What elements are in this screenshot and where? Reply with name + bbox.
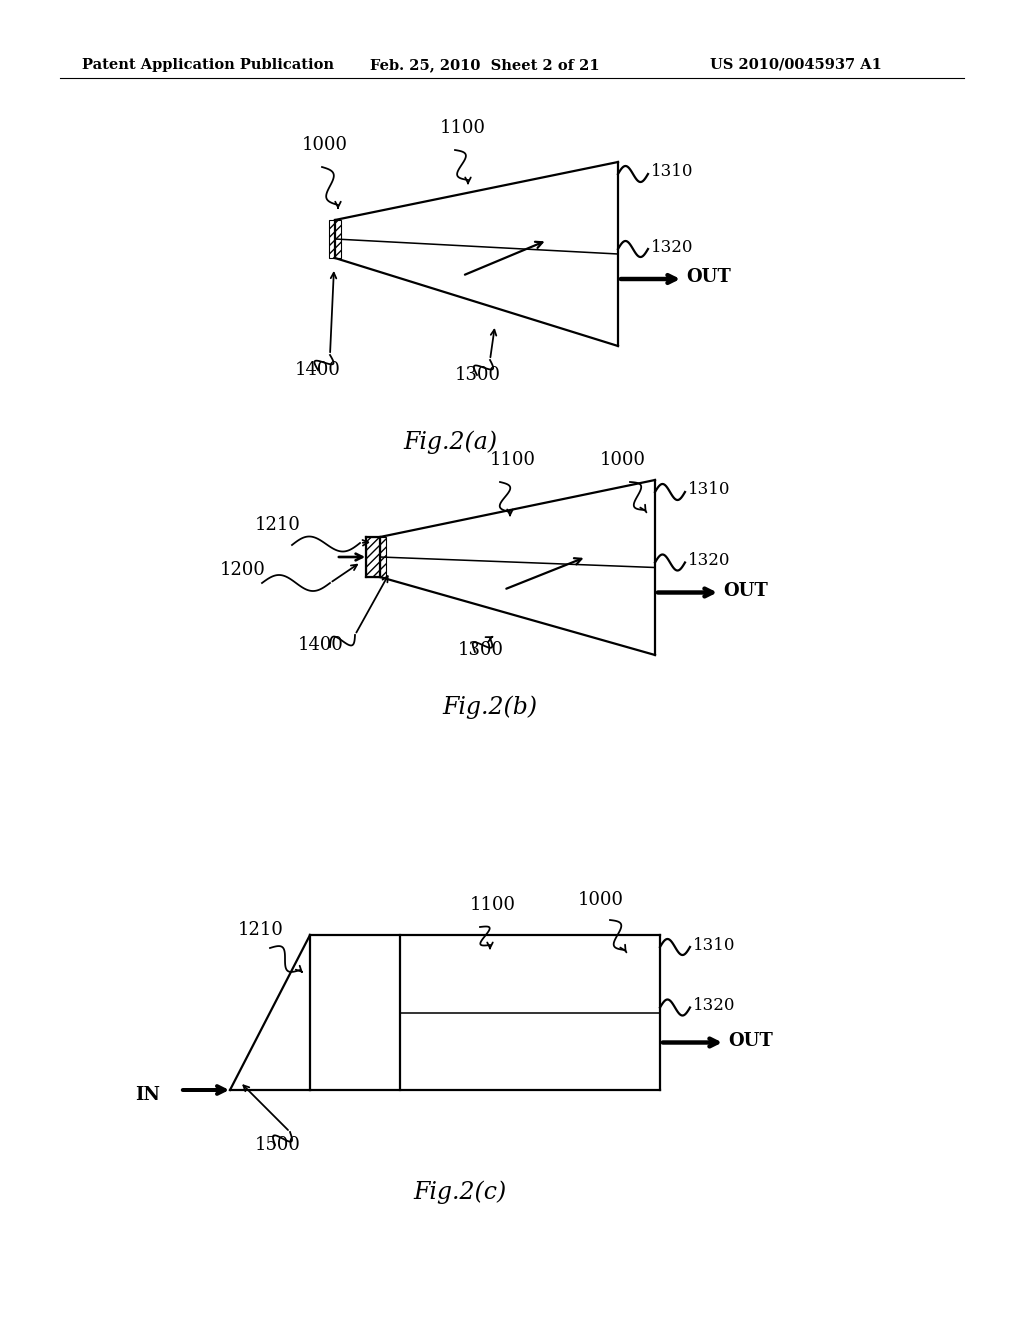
Text: 1100: 1100 bbox=[470, 896, 516, 913]
Text: 1100: 1100 bbox=[440, 119, 486, 137]
Bar bbox=[374, 537, 386, 577]
Text: 1000: 1000 bbox=[302, 136, 348, 154]
Text: 1300: 1300 bbox=[455, 366, 501, 384]
Text: 1210: 1210 bbox=[255, 516, 301, 535]
Text: OUT: OUT bbox=[723, 582, 768, 599]
Text: 1500: 1500 bbox=[255, 1137, 301, 1154]
Text: 1310: 1310 bbox=[688, 482, 730, 499]
Text: 1320: 1320 bbox=[651, 239, 693, 256]
Text: US 2010/0045937 A1: US 2010/0045937 A1 bbox=[710, 58, 882, 73]
Text: Feb. 25, 2010  Sheet 2 of 21: Feb. 25, 2010 Sheet 2 of 21 bbox=[370, 58, 600, 73]
Text: 1100: 1100 bbox=[490, 451, 536, 469]
Text: 1320: 1320 bbox=[693, 997, 735, 1014]
Bar bbox=[366, 537, 380, 577]
Text: Fig.2(c): Fig.2(c) bbox=[414, 1180, 507, 1204]
Text: 1200: 1200 bbox=[220, 561, 266, 579]
Text: Fig.2(a): Fig.2(a) bbox=[402, 430, 497, 454]
Bar bbox=[329, 220, 341, 257]
Text: Patent Application Publication: Patent Application Publication bbox=[82, 58, 334, 73]
Text: 1000: 1000 bbox=[578, 891, 624, 909]
Text: OUT: OUT bbox=[728, 1031, 773, 1049]
Text: 1400: 1400 bbox=[295, 360, 341, 379]
Text: OUT: OUT bbox=[686, 268, 731, 286]
Text: 1310: 1310 bbox=[651, 164, 693, 181]
Text: 1310: 1310 bbox=[693, 936, 735, 953]
Text: IN: IN bbox=[135, 1086, 160, 1104]
Text: Fig.2(b): Fig.2(b) bbox=[442, 696, 538, 718]
Text: 1300: 1300 bbox=[458, 642, 504, 659]
Text: 1000: 1000 bbox=[600, 451, 646, 469]
Text: 1400: 1400 bbox=[298, 636, 344, 653]
Text: 1320: 1320 bbox=[688, 552, 730, 569]
Text: 1210: 1210 bbox=[238, 921, 284, 939]
